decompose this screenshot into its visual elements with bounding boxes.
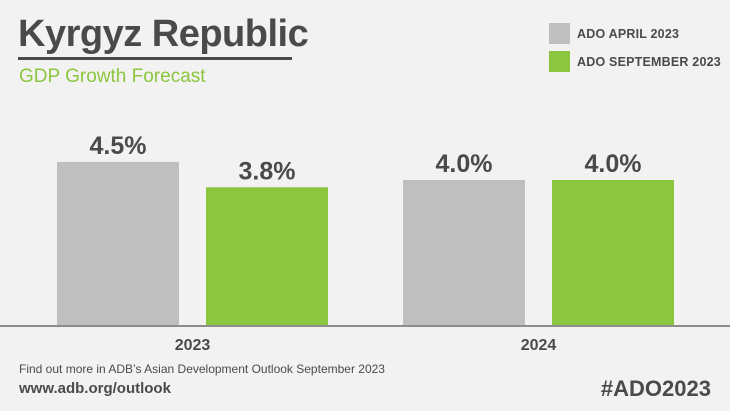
bar-2023-september bbox=[206, 187, 328, 325]
footer-hashtag: #ADO2023 bbox=[600, 376, 711, 401]
bar-2023-april bbox=[57, 161, 179, 325]
legend-swatch-september bbox=[549, 51, 570, 72]
bar-2024-september bbox=[552, 180, 674, 325]
chart-title: Kyrgyz Republic bbox=[18, 13, 309, 55]
title-underline bbox=[18, 57, 292, 60]
data-label-2024-april: 4.0% bbox=[436, 150, 493, 178]
footer-url-link[interactable]: www.adb.org/outlook bbox=[19, 380, 171, 397]
legend-item-september: ADO SEPTEMBER 2023 bbox=[549, 51, 721, 72]
legend-label-september: ADO SEPTEMBER 2023 bbox=[577, 54, 721, 69]
footer-note: Find out more in ADB’s Asian Development… bbox=[19, 362, 385, 376]
legend-swatch-april bbox=[549, 23, 570, 44]
data-label-2024-september: 4.0% bbox=[585, 150, 642, 178]
legend-item-april: ADO APRIL 2023 bbox=[549, 23, 679, 44]
legend-label-april: ADO APRIL 2023 bbox=[577, 26, 680, 41]
x-tick-label-2023: 2023 bbox=[175, 337, 211, 354]
chart-subtitle: GDP Growth Forecast bbox=[19, 66, 206, 87]
data-label-2023-april: 4.5% bbox=[90, 132, 147, 160]
data-label-2023-september: 3.8% bbox=[239, 157, 296, 185]
bar-2024-april bbox=[403, 180, 525, 325]
x-axis-baseline bbox=[0, 325, 730, 327]
x-tick-label-2024: 2024 bbox=[521, 337, 557, 354]
